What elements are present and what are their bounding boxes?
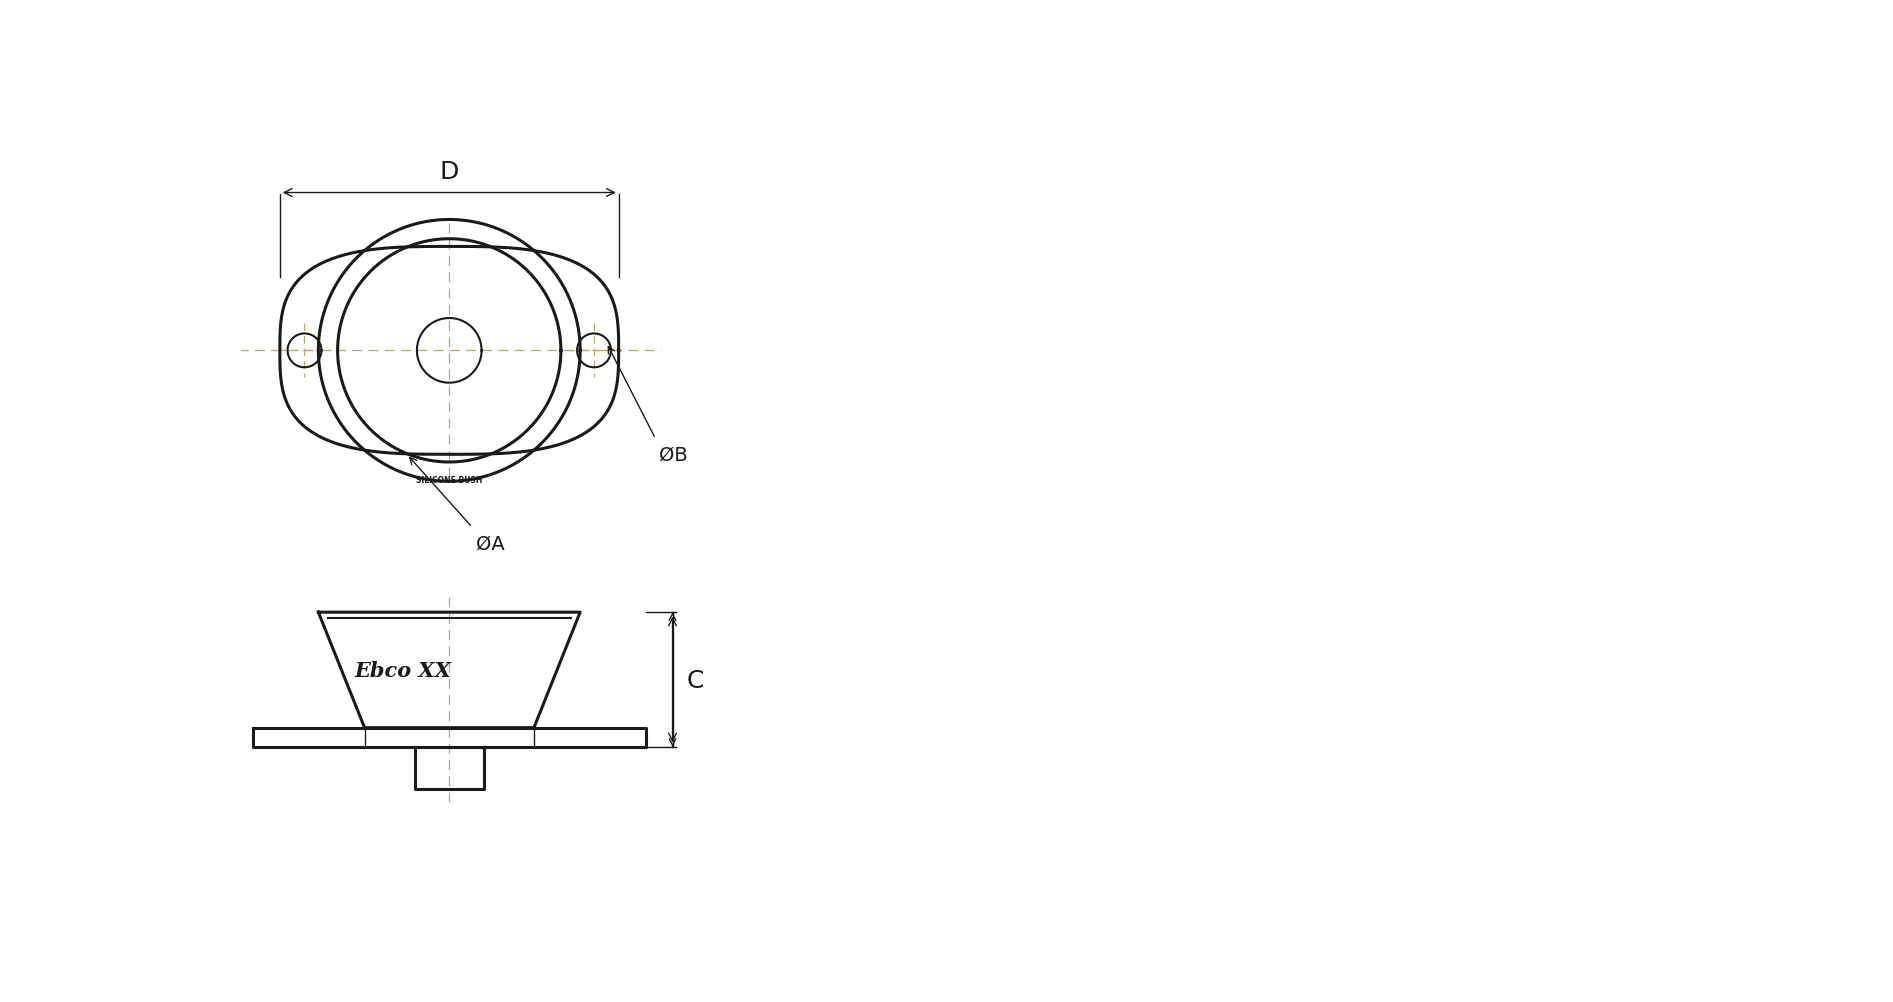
Text: ØB: ØB xyxy=(659,446,689,465)
Text: ØA: ØA xyxy=(477,534,505,553)
Text: D: D xyxy=(439,160,458,184)
Text: SILICONE BUSH: SILICONE BUSH xyxy=(416,476,483,485)
Text: C: C xyxy=(687,668,704,691)
Text: Ebco XX: Ebco XX xyxy=(354,660,452,680)
